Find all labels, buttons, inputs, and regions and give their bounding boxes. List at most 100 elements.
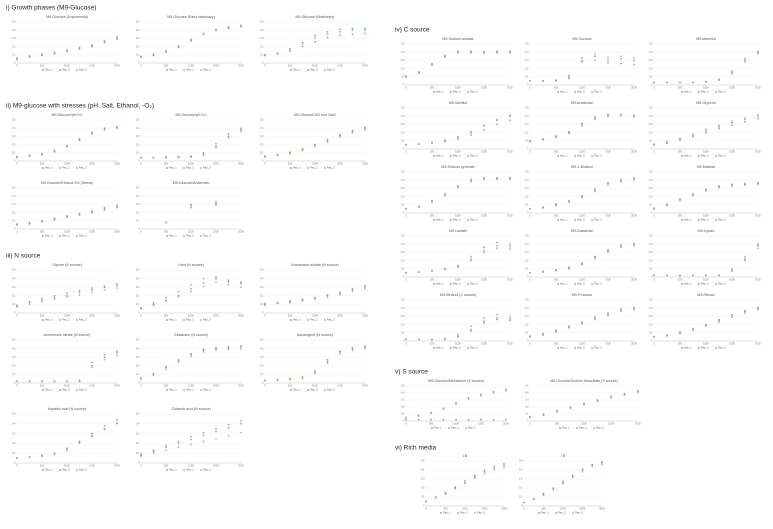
data-point [581,321,583,324]
data-point [731,124,733,127]
data-point [653,143,655,145]
data-point [91,44,93,47]
data-point [666,204,668,207]
data-point [744,182,746,185]
data-point [496,52,498,54]
legend-label: Rep_1 [560,218,568,222]
y-tick-label: 0.2 [260,293,264,297]
legend-marker [715,91,717,93]
data-point [66,447,68,450]
legend-label: Rep_3 [203,234,211,238]
y-tick-label: 0.1 [12,218,16,222]
data-point [620,244,622,246]
legend-marker [450,219,452,221]
legend-marker [183,469,185,471]
data-point [431,141,433,144]
chart-title: M9-Glucose (Exponential) [46,15,88,19]
y-tick-label: 0 [527,419,529,423]
legend-marker [593,427,595,429]
x-tick-label: 1000 [188,313,194,317]
data-point [116,204,118,207]
data-point [457,185,459,187]
legend-marker [76,319,78,321]
data-point [314,370,316,372]
data-point [455,418,457,421]
data-point [227,434,230,437]
data-point [91,435,93,438]
legend-label: Rep_1 [45,166,53,170]
y-tick-label: 0.3 [136,285,140,289]
data-point [620,246,622,249]
x-tick-label: 0 [405,341,407,345]
y-tick-label: 0.4 [12,194,16,198]
data-point [78,48,81,50]
y-tick-label: 0.3 [136,134,140,138]
data-point [301,298,304,301]
x-tick-label: 1500 [729,149,735,153]
legend-label: Rep_1 [293,318,301,322]
data-point [555,331,557,333]
legend-label: Rep_2 [453,218,461,222]
x-tick-label: 0 [405,213,407,217]
legend-marker [290,69,292,71]
data-point [289,151,291,153]
data-point [202,351,205,353]
data-point [552,488,555,491]
x-tick-label: 1000 [188,463,194,467]
y-tick-label: 0.3 [649,250,653,254]
chart-title: Glycine (N source) [52,263,82,267]
x-tick-label: 0 [529,341,531,345]
data-point [442,408,445,410]
legend-marker [681,347,683,349]
y-tick-label: 0.2 [525,405,529,409]
data-point [417,418,420,421]
legend-label: Rep_2 [453,90,461,94]
data-point [227,426,230,429]
legend-label: Rep_3 [718,346,726,350]
y-tick-label: 0.2 [525,258,529,262]
y-tick-label: 0 [651,211,653,215]
data-point [581,57,583,59]
legend-marker [557,91,559,93]
legend-marker [433,219,435,221]
data-point [470,258,472,260]
data-point [483,52,485,54]
data-point [509,319,511,322]
data-point [418,271,420,273]
data-point [28,56,31,59]
data-point [509,243,511,246]
data-point [633,116,635,118]
data-point [757,243,759,246]
data-point [653,208,655,210]
y-tick-label: 0.1 [136,150,140,154]
data-point [757,117,759,120]
data-point [483,124,485,127]
data-point [430,418,432,421]
y-tick-label: 0.5 [649,298,653,302]
y-tick-label: 0.5 [649,234,653,238]
data-point [28,54,31,57]
data-point [116,284,118,287]
x-tick-label: 0 [264,63,266,67]
x-tick-label: 1000 [64,63,70,67]
y-tick-label: 0.2 [136,293,140,297]
legend-label: Rep_1 [684,282,692,286]
data-point [555,134,557,137]
legend-marker [42,389,44,391]
y-tick-label: 0.5 [525,384,529,388]
y-tick-label: 0.1 [519,495,523,499]
data-point [190,39,192,42]
y-tick-label: 0.5 [401,384,405,388]
legend-label: Rep_3 [79,468,87,472]
data-point [177,361,180,364]
x-tick-label: 1500 [478,421,484,425]
data-point [637,390,639,392]
x-tick-label: 500 [678,341,683,345]
data-point [289,152,291,155]
chart-title: M9-Glucose/100 mM NaCl [294,113,337,117]
data-point [339,294,341,296]
data-point [53,453,56,456]
legend-label: Rep_1 [45,468,53,472]
data-point [215,202,217,205]
legend-marker [698,91,700,93]
